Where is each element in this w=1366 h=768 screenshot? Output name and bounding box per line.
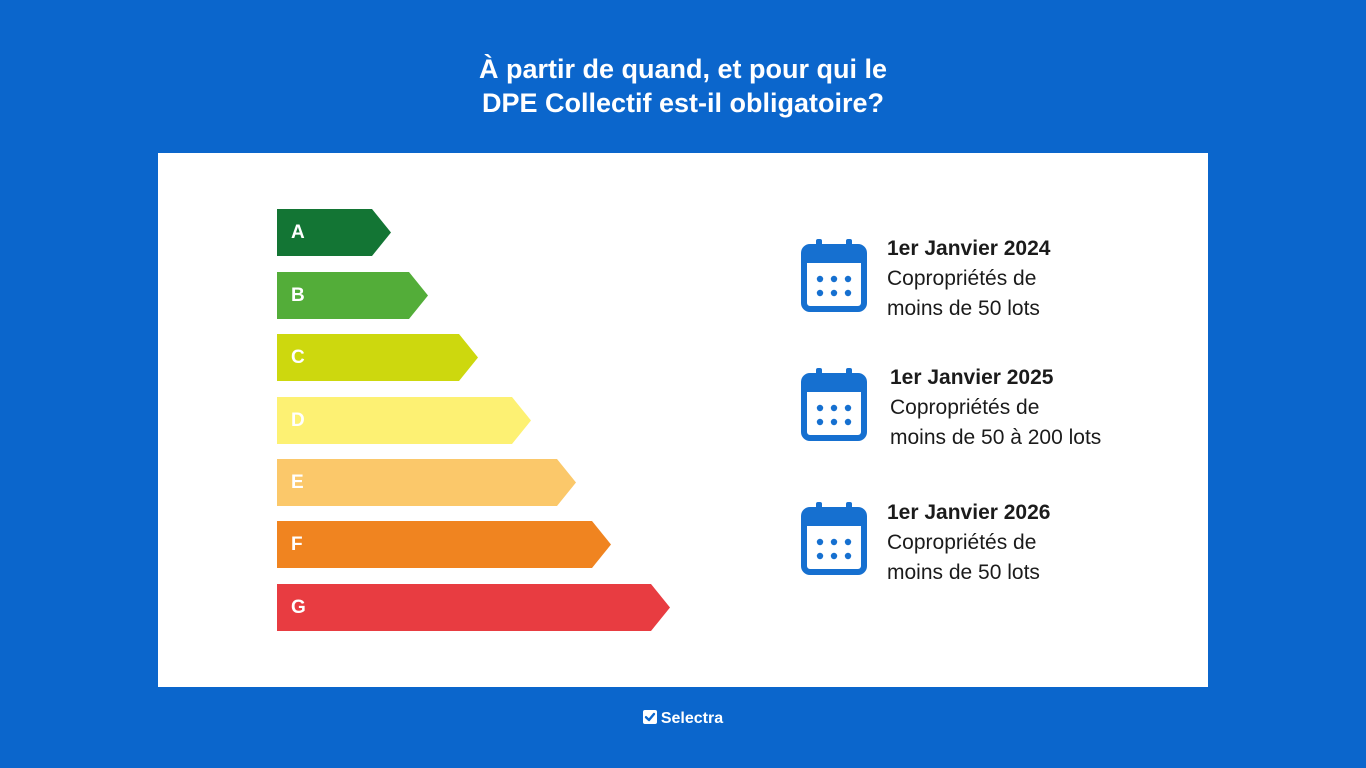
- brand-name: Selectra: [660, 710, 724, 727]
- energy-bar-c: C: [277, 334, 478, 381]
- calendar-icon: [801, 368, 867, 441]
- page-title: À partir de quand, et pour qui le DPE Co…: [0, 52, 1366, 120]
- entry-desc-line-1: Copropriétés de: [887, 531, 1037, 554]
- energy-bar-letter: F: [291, 534, 303, 555]
- calendar-icon: [801, 502, 867, 575]
- entry-desc-line-1: Copropriétés de: [890, 396, 1040, 419]
- entry-date: 1er Janvier 2026: [887, 501, 1051, 524]
- entry-desc-line-2: moins de 50 lots: [887, 561, 1040, 584]
- entry-2024: 1er Janvier 2024 Copropriétés de moins d…: [887, 234, 1050, 324]
- check-icon: [642, 710, 657, 724]
- title-line-2: DPE Collectif est-il obligatoire?: [481, 88, 885, 118]
- info-card: A B C D E F G 1er Janvier 2024 Coproprié…: [158, 153, 1208, 687]
- entry-2026: 1er Janvier 2026 Copropriétés de moins d…: [887, 498, 1050, 588]
- energy-bar-e: E: [277, 459, 576, 506]
- energy-bar-letter: G: [291, 597, 306, 618]
- calendar-icon: [801, 239, 867, 312]
- energy-bar-letter: D: [291, 410, 305, 431]
- energy-bar-letter: C: [291, 347, 305, 368]
- energy-bar-letter: E: [291, 472, 304, 493]
- title-line-1: À partir de quand, et pour qui le: [478, 54, 888, 84]
- energy-bar-letter: A: [291, 222, 305, 243]
- entry-date: 1er Janvier 2024: [887, 237, 1051, 260]
- energy-bar-f: F: [277, 521, 611, 568]
- entry-2025: 1er Janvier 2025 Copropriétés de moins d…: [890, 363, 1101, 453]
- entry-desc-line-2: moins de 50 lots: [887, 297, 1040, 320]
- entry-date: 1er Janvier 2025: [890, 366, 1054, 389]
- entry-desc-line-1: Copropriétés de: [887, 267, 1037, 290]
- energy-bar-g: G: [277, 584, 670, 631]
- energy-bar-d: D: [277, 397, 531, 444]
- footer-brand: Selectra: [0, 708, 1366, 730]
- entry-desc-line-2: moins de 50 à 200 lots: [890, 426, 1102, 449]
- energy-bar-a: A: [277, 209, 391, 256]
- energy-bar-letter: B: [291, 285, 305, 306]
- energy-bar-b: B: [277, 272, 428, 319]
